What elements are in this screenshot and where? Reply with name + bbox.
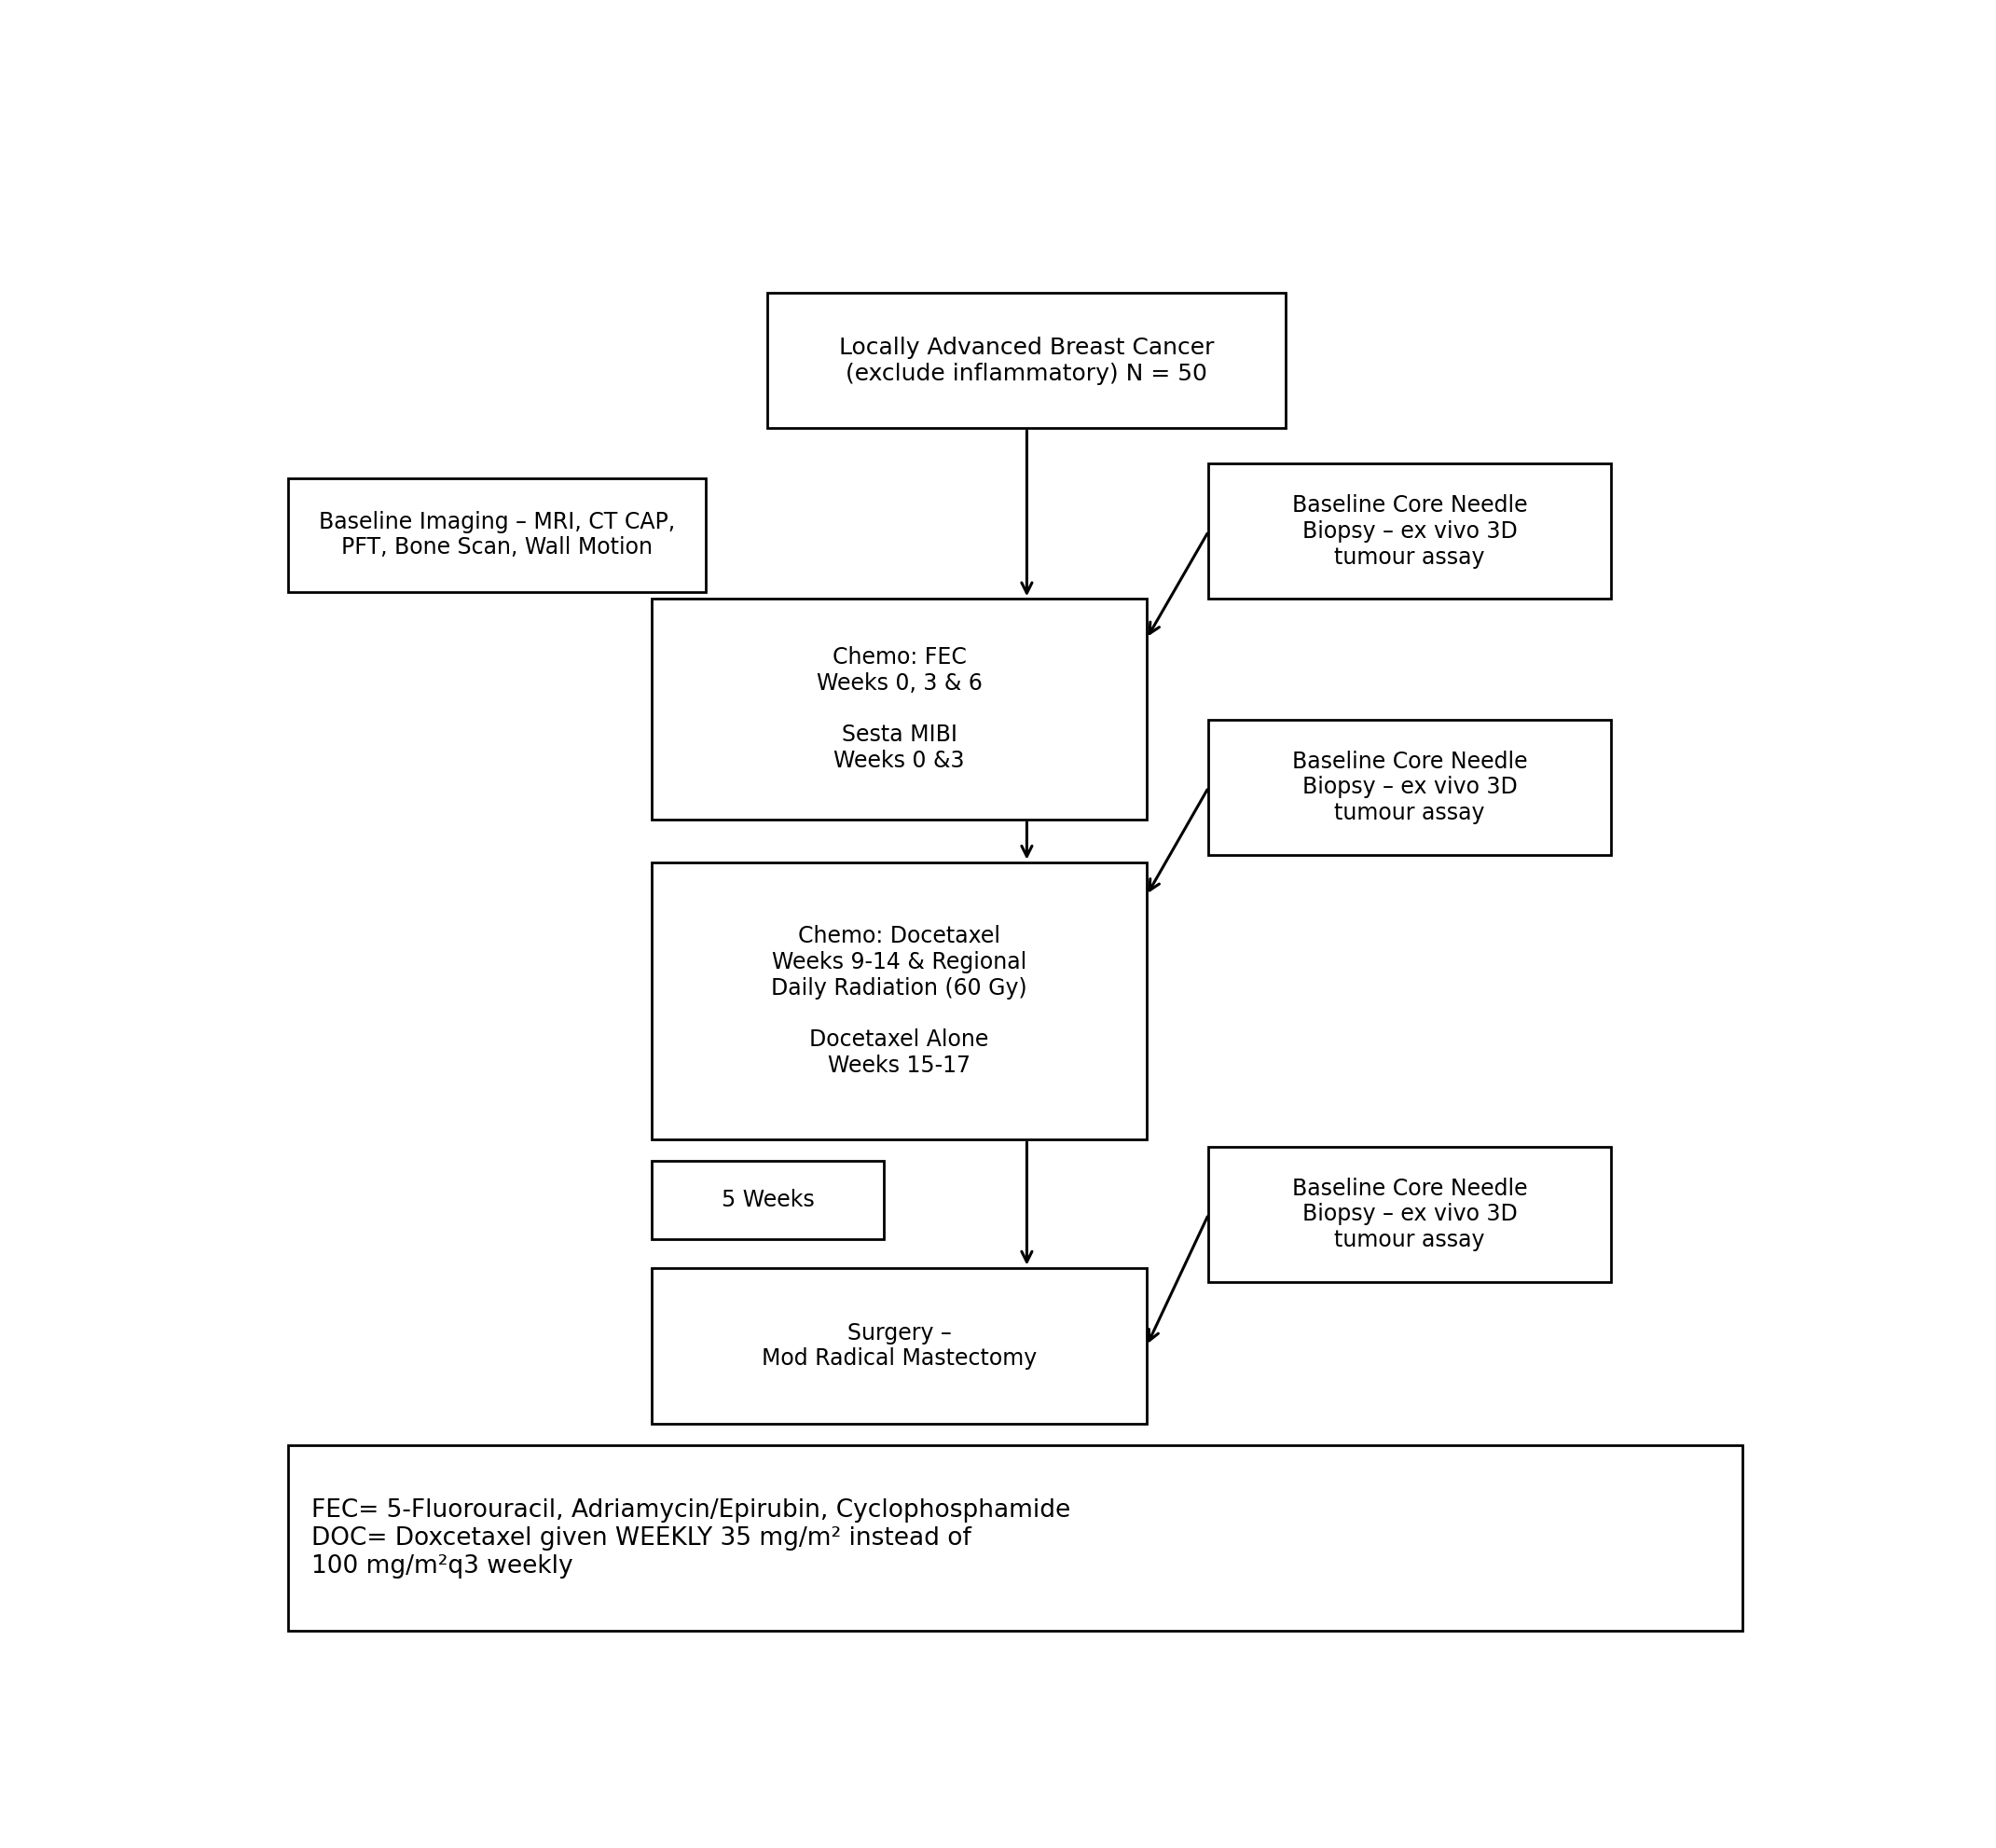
Text: Baseline Core Needle
Biopsy – ex vivo 3D
tumour assay: Baseline Core Needle Biopsy – ex vivo 3D…: [1291, 750, 1527, 824]
FancyBboxPatch shape: [651, 1268, 1146, 1425]
FancyBboxPatch shape: [1210, 464, 1611, 599]
FancyBboxPatch shape: [651, 599, 1146, 819]
Text: Locally Advanced Breast Cancer
(exclude inflammatory) N = 50: Locally Advanced Breast Cancer (exclude …: [838, 336, 1214, 384]
Text: Chemo: Docetaxel
Weeks 9-14 & Regional
Daily Radiation (60 Gy)

Docetaxel Alone
: Chemo: Docetaxel Weeks 9-14 & Regional D…: [770, 924, 1028, 1077]
Text: Surgery –
Mod Radical Mastectomy: Surgery – Mod Radical Mastectomy: [762, 1321, 1036, 1369]
FancyBboxPatch shape: [651, 861, 1146, 1140]
Text: FEC= 5-Fluorouracil, Adriamycin/Epirubin, Cyclophosphamide
DOC= Doxcetaxel given: FEC= 5-Fluorouracil, Adriamycin/Epirubin…: [311, 1499, 1070, 1578]
Text: 5 Weeks: 5 Weeks: [721, 1188, 814, 1210]
FancyBboxPatch shape: [1210, 1146, 1611, 1283]
FancyBboxPatch shape: [651, 1161, 884, 1240]
Text: Baseline Core Needle
Biopsy – ex vivo 3D
tumour assay: Baseline Core Needle Biopsy – ex vivo 3D…: [1291, 493, 1527, 569]
Text: Chemo: FEC
Weeks 0, 3 & 6

Sesta MIBI
Weeks 0 &3: Chemo: FEC Weeks 0, 3 & 6 Sesta MIBI Wee…: [816, 647, 982, 772]
FancyBboxPatch shape: [287, 1445, 1743, 1630]
Text: Baseline Imaging – MRI, CT CAP,
PFT, Bone Scan, Wall Motion: Baseline Imaging – MRI, CT CAP, PFT, Bon…: [319, 510, 675, 558]
FancyBboxPatch shape: [768, 292, 1285, 429]
FancyBboxPatch shape: [287, 479, 707, 591]
Text: Baseline Core Needle
Biopsy – ex vivo 3D
tumour assay: Baseline Core Needle Biopsy – ex vivo 3D…: [1291, 1177, 1527, 1251]
FancyBboxPatch shape: [1210, 719, 1611, 856]
